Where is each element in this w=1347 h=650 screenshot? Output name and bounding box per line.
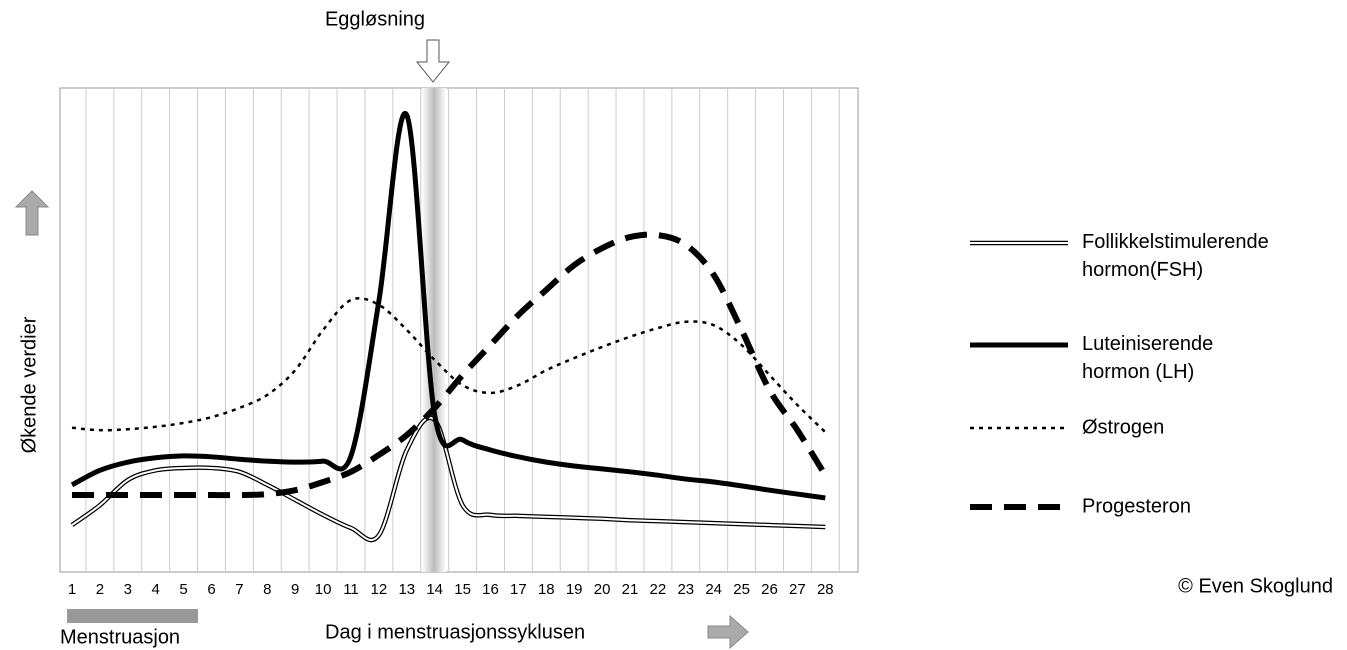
- line-inner: [71, 416, 826, 542]
- line: [72, 231, 828, 499]
- x-tick-label: 12: [371, 581, 388, 598]
- credit: © Even Skoglund: [1178, 575, 1333, 597]
- x-tick-label: 3: [124, 581, 132, 598]
- x-tick-label: 21: [622, 581, 639, 598]
- x-tick-label: 18: [538, 581, 555, 598]
- legend-label: Follikkelstimulerende hormon(FSH): [1082, 231, 1269, 281]
- x-tick-label: 10: [315, 581, 332, 598]
- x-tick-label: 7: [235, 581, 243, 598]
- x-tick-label: 15: [454, 581, 471, 598]
- y-arrow: [14, 190, 50, 236]
- x-arrow: [707, 614, 749, 650]
- x-tick-label: 19: [566, 581, 583, 598]
- x-tick-label: 27: [789, 581, 806, 598]
- x-tick-label: 1: [68, 581, 76, 598]
- menstruation-bar: [67, 609, 198, 623]
- x-tick-label: 9: [291, 581, 299, 598]
- legend-label: Østrogen: [1082, 416, 1164, 438]
- x-tick-label: 6: [207, 581, 215, 598]
- x-tick-label: 11: [343, 581, 359, 598]
- legend-label: Luteiniserende hormon (LH): [1082, 333, 1213, 383]
- x-tick-label: 25: [733, 581, 750, 598]
- x-tick-label: 20: [594, 581, 611, 598]
- x-tick-label: 14: [426, 581, 443, 598]
- ovulation-label: Eggløsning: [325, 8, 425, 30]
- x-tick-label: 8: [263, 581, 271, 598]
- legend-label: Progesteron: [1082, 495, 1191, 517]
- x-tick-label: 5: [179, 581, 187, 598]
- x-tick-label: 26: [761, 581, 778, 598]
- x-tick-label: 17: [510, 581, 527, 598]
- x-tick-label: 23: [677, 581, 694, 598]
- x-tick-label: 4: [152, 581, 160, 598]
- x-tick-label: 2: [96, 581, 104, 598]
- line: [71, 297, 827, 434]
- x-tick-label: 24: [705, 581, 722, 598]
- x-tick-label: 28: [817, 581, 834, 598]
- menstruation-label: Menstruasjon: [60, 626, 180, 648]
- y-axis-label: Økende verdier: [18, 316, 40, 453]
- x-tick-label: 13: [398, 581, 415, 598]
- x-tick-label: 22: [650, 581, 667, 598]
- x-tick-label: 16: [482, 581, 499, 598]
- ovulation-arrow: [415, 39, 451, 83]
- x-axis-label: Dag i menstruasjonssyklusen: [325, 621, 585, 643]
- line: [70, 110, 826, 501]
